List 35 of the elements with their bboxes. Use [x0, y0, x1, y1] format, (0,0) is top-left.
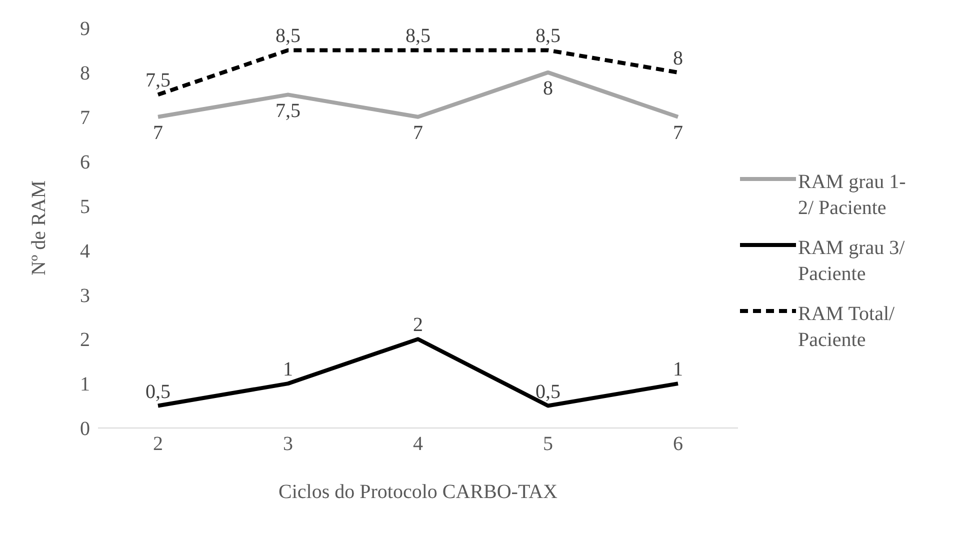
x-tick-label: 4 [413, 433, 423, 456]
y-tick-label: 9 [80, 18, 90, 40]
data-label: 0,5 [146, 380, 170, 403]
y-tick-label: 2 [80, 329, 90, 352]
y-axis-title: Nº de RAM [28, 180, 50, 276]
data-label: 7 [673, 122, 683, 144]
y-tick-label: 7 [80, 106, 90, 129]
data-label: 8 [543, 78, 553, 100]
y-tick-label: 3 [80, 284, 90, 307]
data-label: 7,5 [276, 100, 300, 122]
data-label: 2 [413, 314, 423, 336]
data-label: 1 [673, 358, 683, 381]
data-label: 7 [413, 122, 423, 144]
legend-label: RAM Total/ Paciente [798, 302, 896, 353]
data-label: 1 [283, 358, 293, 381]
x-axis-title: Ciclos do Protocolo CARBO-TAX [278, 481, 558, 503]
data-label: 8,5 [406, 25, 430, 48]
legend-label: RAM grau 3/ Paciente [798, 236, 906, 287]
y-tick-label: 1 [80, 374, 90, 396]
x-tick-label: 3 [283, 433, 293, 456]
x-tick-label: 5 [543, 433, 553, 456]
data-label: 8,5 [536, 25, 560, 48]
data-label: 8,5 [276, 25, 300, 48]
y-tick-label: 4 [80, 240, 90, 262]
legend-label: RAM grau 1-2/ Paciente [798, 170, 907, 221]
data-label: 7,5 [146, 70, 170, 92]
y-tick-label: 5 [80, 196, 90, 218]
data-label: 7 [153, 122, 163, 144]
x-tick-label: 2 [153, 433, 163, 456]
x-tick-label: 6 [673, 433, 683, 456]
data-label: 8 [673, 47, 683, 70]
data-label: 0,5 [536, 380, 560, 403]
y-tick-label: 8 [80, 62, 90, 85]
y-tick-label: 6 [80, 151, 90, 174]
y-tick-label: 0 [80, 418, 90, 440]
